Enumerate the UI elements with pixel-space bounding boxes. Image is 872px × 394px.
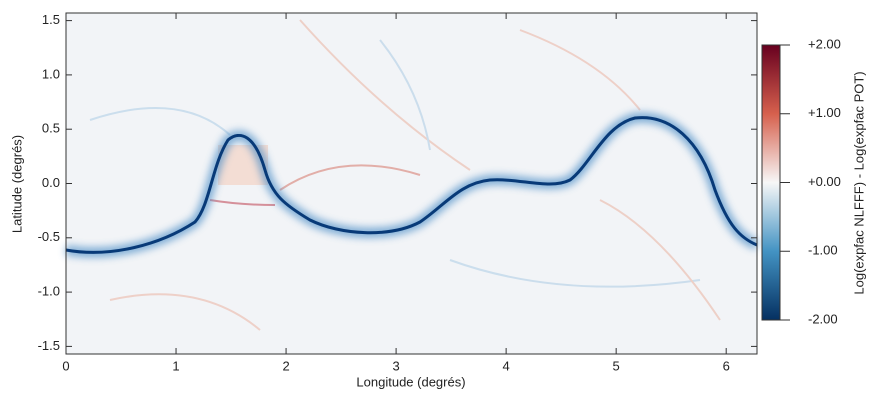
colorbar-tick-label: -2.00 (808, 311, 838, 326)
x-tick-label: 5 (613, 358, 620, 373)
colorbar-label: Log(expfac NLFFF) - Log(expfac POT) (851, 71, 866, 294)
y-tick-label: 0.5 (42, 121, 60, 136)
x-tick-label: 4 (503, 358, 510, 373)
x-tick-label: 6 (723, 358, 730, 373)
y-tick-label: 1.0 (42, 66, 60, 81)
y-tick-label: 1.5 (42, 12, 60, 27)
colorbar-tick-label: +0.00 (808, 174, 841, 189)
y-tick-label: 0.0 (42, 175, 60, 190)
colorbar-tick-label: -1.00 (808, 243, 838, 258)
x-axis-label: Longitude (degrés) (356, 374, 465, 389)
y-axis-label: Latitude (degrés) (9, 135, 24, 233)
heatmap-field (65, 12, 760, 355)
x-tick-label: 1 (172, 358, 179, 373)
y-tick-label: -1.0 (38, 284, 60, 299)
y-tick-label: -1.5 (38, 338, 60, 353)
colorbar-tick-label: +2.00 (808, 36, 841, 51)
x-tick-label: 2 (282, 358, 289, 373)
x-tick-label: 3 (392, 358, 399, 373)
colorbar (761, 44, 781, 321)
colorbar-tick-label: +1.00 (808, 105, 841, 120)
x-tick-label: 0 (62, 358, 69, 373)
y-tick-label: -0.5 (38, 229, 60, 244)
